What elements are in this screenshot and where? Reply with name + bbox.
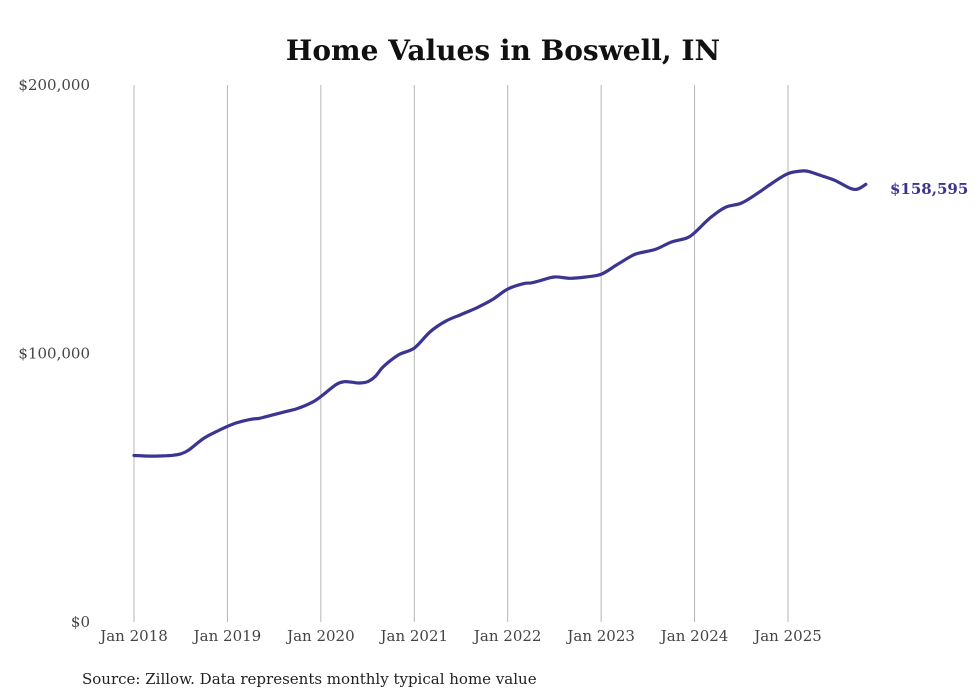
series-layer xyxy=(132,169,868,458)
x-axis: Jan 2018 Jan 2019 Jan 2020 Jan 2021 Jan 2022… xyxy=(98,627,822,645)
x-tick-label: Jan 2024 xyxy=(659,627,729,645)
x-tick-label: Jan 2020 xyxy=(285,627,355,645)
x-tick-label: Jan 2021 xyxy=(379,627,449,645)
x-tick-label: Jan 2025 xyxy=(752,627,822,645)
end-value-label: $158,595 xyxy=(890,180,968,198)
y-tick-label: $100,000 xyxy=(18,345,90,363)
y-tick-label: $200,000 xyxy=(18,76,90,94)
x-tick-label: Jan 2022 xyxy=(472,627,542,645)
gridlines xyxy=(133,85,789,622)
x-tick-label: Jan 2023 xyxy=(565,627,635,645)
series-line xyxy=(132,169,868,458)
x-tick-label: Jan 2018 xyxy=(98,627,168,645)
y-axis: $0 $100,000 $200,000 xyxy=(18,76,90,631)
chart-title: Home Values in Boswell, IN xyxy=(286,34,720,67)
x-tick-label: Jan 2019 xyxy=(192,627,262,645)
y-tick-label: $0 xyxy=(71,613,90,631)
source-note: Source: Zillow. Data represents monthly … xyxy=(82,670,537,688)
